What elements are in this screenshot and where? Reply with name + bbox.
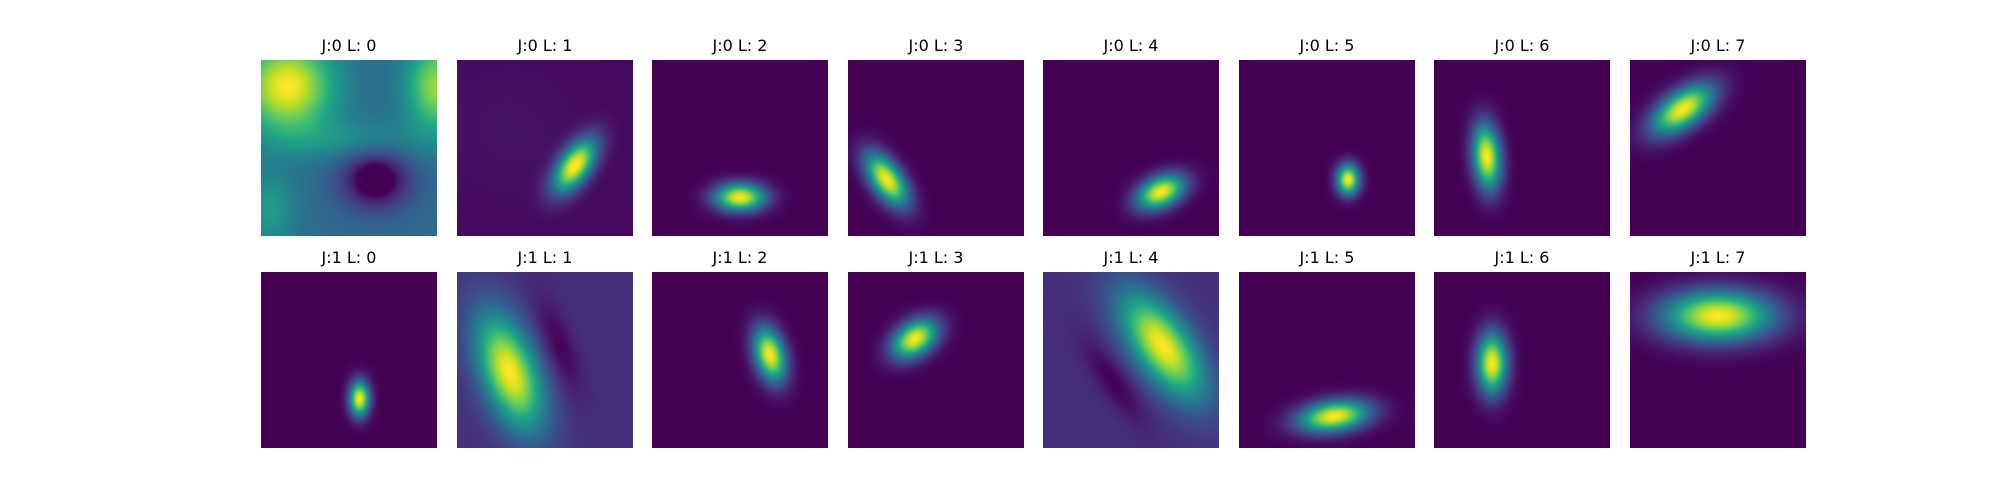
panel-title: J:1 L: 1 (517, 248, 573, 267)
heatmap-image (1434, 60, 1610, 236)
heatmap-image (1239, 60, 1415, 236)
panel-title: J:0 L: 1 (517, 36, 573, 55)
heatmap-image (1043, 272, 1219, 448)
heatmap-panel (1434, 272, 1610, 448)
heatmap-image (457, 60, 633, 236)
heatmap-panel (261, 60, 437, 236)
panel-title: J:0 L: 4 (1103, 36, 1159, 55)
panel-title: J:0 L: 2 (712, 36, 768, 55)
panel-title: J:1 L: 0 (321, 248, 377, 267)
heatmap-image (652, 60, 828, 236)
panel-title: J:1 L: 4 (1103, 248, 1159, 267)
heatmap-panel (1239, 60, 1415, 236)
panel-title: J:1 L: 6 (1494, 248, 1550, 267)
panel-title: J:0 L: 0 (321, 36, 377, 55)
panel-title: J:1 L: 7 (1690, 248, 1746, 267)
heatmap-panel (457, 272, 633, 448)
panel-title: J:0 L: 7 (1690, 36, 1746, 55)
heatmap-panel (261, 272, 437, 448)
heatmap-panel (848, 272, 1024, 448)
heatmap-panel (1630, 60, 1806, 236)
panel-title: J:1 L: 2 (712, 248, 768, 267)
heatmap-panel (1630, 272, 1806, 448)
heatmap-image (1239, 272, 1415, 448)
heatmap-panel (1434, 60, 1610, 236)
heatmap-image (1043, 60, 1219, 236)
heatmap-panel (1239, 272, 1415, 448)
heatmap-image (457, 272, 633, 448)
panel-title: J:1 L: 3 (908, 248, 964, 267)
heatmap-panel (1043, 60, 1219, 236)
heatmap-image (1630, 60, 1806, 236)
panel-title: J:1 L: 5 (1299, 248, 1355, 267)
panel-title: J:0 L: 6 (1494, 36, 1550, 55)
heatmap-image (848, 60, 1024, 236)
heatmap-panel (848, 60, 1024, 236)
heatmap-image (848, 272, 1024, 448)
heatmap-image (261, 60, 437, 236)
heatmap-panel (1043, 272, 1219, 448)
panel-title: J:0 L: 5 (1299, 36, 1355, 55)
heatmap-panel (457, 60, 633, 236)
heatmap-panel (652, 60, 828, 236)
heatmap-image (261, 272, 437, 448)
heatmap-panel (652, 272, 828, 448)
panel-title: J:0 L: 3 (908, 36, 964, 55)
heatmap-image (1434, 272, 1610, 448)
heatmap-image (652, 272, 828, 448)
heatmap-image (1630, 272, 1806, 448)
